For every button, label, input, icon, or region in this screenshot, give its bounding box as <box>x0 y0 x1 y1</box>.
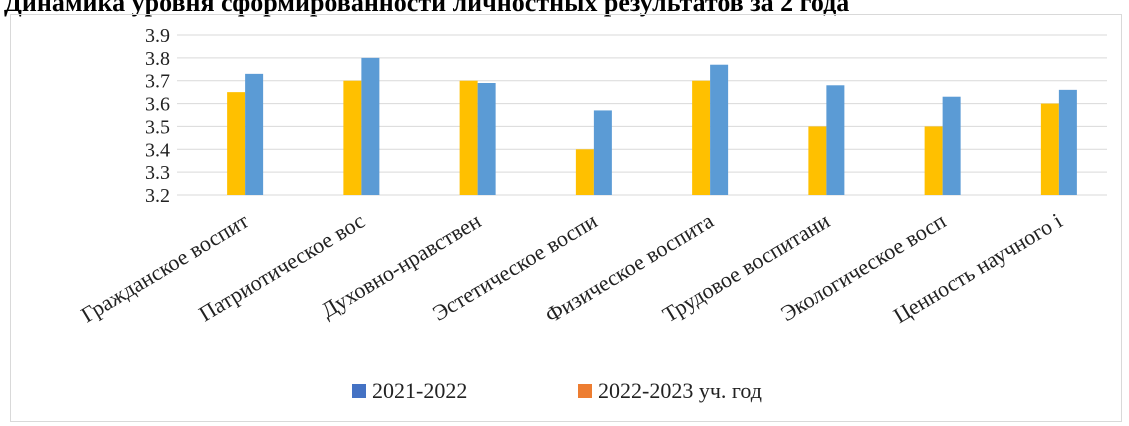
bar-series-2022-2023 <box>1040 103 1059 195</box>
bar-series-2021-2022 <box>477 83 496 195</box>
bar-series-2021-2022 <box>593 110 612 195</box>
bar-series-2021-2022 <box>710 64 729 195</box>
bar-series-2022-2023 <box>575 149 594 195</box>
chart-title: Динамика уровня сформированности личност… <box>4 0 850 17</box>
legend-swatch <box>352 384 366 398</box>
y-tick-label: 3.3 <box>145 162 170 184</box>
y-tick-label: 3.7 <box>145 71 170 93</box>
y-tick-label: 3.4 <box>145 139 170 161</box>
chart-frame <box>10 14 1122 422</box>
legend-label: 2022-2023 уч. год <box>598 378 762 403</box>
y-tick-label: 3.2 <box>145 185 170 207</box>
bar-series-2022-2023 <box>343 80 362 195</box>
y-tick-label: 3.9 <box>145 25 170 47</box>
y-tick-label: 3.8 <box>145 48 170 70</box>
bar-series-2021-2022 <box>1058 89 1077 195</box>
y-tick-label: 3.6 <box>145 94 170 116</box>
bar-series-2022-2023 <box>808 126 827 195</box>
bar-series-2022-2023 <box>227 92 246 195</box>
bar-series-2022-2023 <box>692 80 711 195</box>
bar-series-2021-2022 <box>361 57 380 195</box>
bar-series-2021-2022 <box>942 96 961 195</box>
y-tick-label: 3.5 <box>145 116 170 138</box>
bar-series-2022-2023 <box>459 80 478 195</box>
legend-swatch <box>578 384 592 398</box>
bar-series-2021-2022 <box>826 85 845 195</box>
bar-series-2021-2022 <box>245 73 264 195</box>
legend-label: 2021-2022 <box>372 378 467 403</box>
bar-series-2022-2023 <box>924 126 943 195</box>
